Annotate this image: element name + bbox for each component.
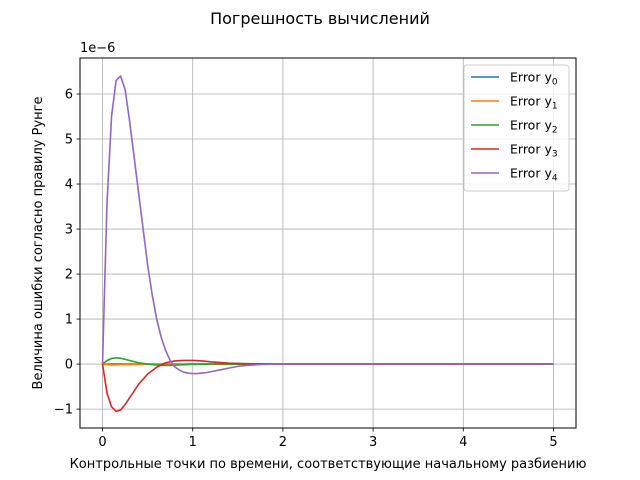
x-tick-label: 0: [98, 435, 106, 450]
legend-label-2: Error y2: [510, 118, 558, 136]
series-line-4: [101, 75, 554, 375]
legend-box: [463, 64, 570, 192]
x-tick-label: 3: [369, 435, 377, 450]
y-tick-label: 0: [65, 358, 73, 373]
y-tick-label: −1: [54, 403, 73, 418]
y-tick-label: 6: [65, 88, 73, 103]
legend-label-0: Error y0: [510, 70, 558, 88]
x-tick-label: 1: [189, 435, 197, 450]
y-tick-label: 2: [65, 268, 73, 283]
series-layer: [101, 75, 554, 413]
y-tick-label: 3: [65, 223, 73, 238]
x-tick-label: 4: [459, 435, 467, 450]
x-tick-label: 5: [549, 435, 557, 450]
x-tick-label: 2: [279, 435, 287, 450]
y-tick-label: 1: [65, 313, 73, 328]
axes-frame: [79, 57, 577, 429]
y-axis-label: Величина ошибки согласно правилу Рунге: [31, 97, 46, 390]
y-tick-label: 5: [65, 133, 73, 148]
legend-label-1: Error y1: [510, 94, 558, 112]
y-offset-label: 1e−6: [80, 41, 115, 56]
legend: Error y0 Error y1 Error y2 Error y3 Error y4: [463, 64, 570, 192]
x-axis: 0 1 2 3 4 5: [98, 428, 558, 450]
legend-label-3: Error y3: [510, 142, 558, 160]
x-axis-label: Контрольные точки по времени, соответств…: [70, 457, 587, 472]
chart-title: Погрешность вычислений: [210, 9, 430, 28]
legend-label-4: Error y4: [510, 166, 558, 184]
y-axis: −1 0 1 2 3 4 5 6: [54, 88, 80, 418]
y-tick-label: 4: [65, 178, 73, 193]
